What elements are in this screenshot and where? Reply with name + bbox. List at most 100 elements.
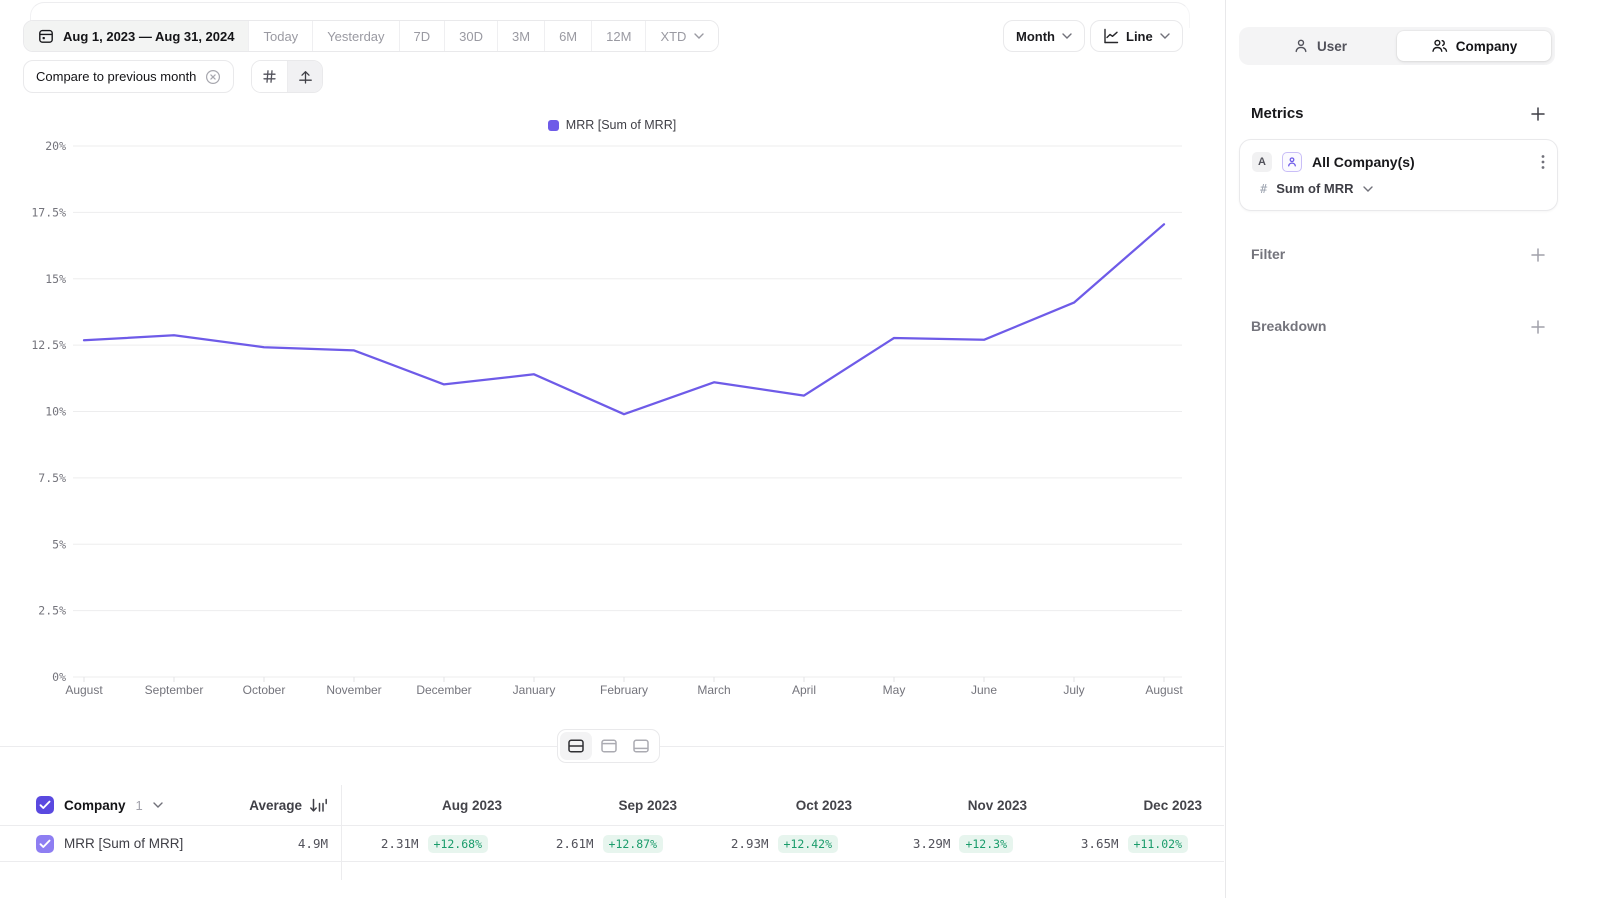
select-all-checkbox[interactable] xyxy=(36,796,54,814)
toolbar-secondary: Compare to previous month xyxy=(23,60,324,93)
svg-text:August: August xyxy=(1145,683,1183,697)
svg-text:August: August xyxy=(65,683,103,697)
svg-text:0%: 0% xyxy=(52,670,66,684)
cell-change-badge: +12.68% xyxy=(427,834,488,853)
preset-30d-button[interactable]: 30D xyxy=(445,21,499,51)
metric-card[interactable]: A All Company(s) # Sum of MRR xyxy=(1239,139,1558,211)
table-cell-dec-2023: 3.65M +11.02% xyxy=(1041,834,1216,853)
xtd-label: XTD xyxy=(660,28,687,44)
company-icon xyxy=(1431,38,1448,54)
chart-type-dropdown[interactable]: Line xyxy=(1090,20,1183,52)
preset-yesterday-button[interactable]: Yesterday xyxy=(313,21,400,51)
user-toggle-button[interactable]: User xyxy=(1243,31,1397,61)
svg-text:April: April xyxy=(792,683,816,697)
cell-change-badge: +12.3% xyxy=(959,834,1013,853)
chevron-down-icon xyxy=(1160,33,1170,39)
cell-value: 2.31M xyxy=(380,836,419,851)
chart-only-icon xyxy=(600,738,618,754)
table-cell-nov-2023: 3.29M +12.3% xyxy=(866,834,1041,853)
chevron-down-icon xyxy=(1062,33,1072,39)
calendar-icon xyxy=(38,28,54,44)
svg-text:17.5%: 17.5% xyxy=(31,205,66,219)
cell-change-badge: +12.87% xyxy=(602,834,663,853)
company-toggle-label: Company xyxy=(1455,38,1518,54)
layout-view-toggle xyxy=(557,729,660,763)
svg-text:10%: 10% xyxy=(45,405,66,419)
row-checkbox[interactable] xyxy=(36,834,54,853)
user-toggle-label: User xyxy=(1316,38,1348,54)
table-only-view-button[interactable] xyxy=(625,732,657,760)
date-range-label: Aug 1, 2023 — Aug 31, 2024 xyxy=(63,28,235,44)
absolute-values-button[interactable] xyxy=(252,61,288,92)
metric-name: All Company(s) xyxy=(1312,154,1415,170)
chart-type-label: Line xyxy=(1126,28,1153,44)
arrow-up-from-line-icon xyxy=(297,68,314,85)
metric-series-badge: A xyxy=(1252,152,1272,172)
sort-icon[interactable] xyxy=(309,798,328,813)
table-cell-sep-2023: 2.61M +12.87% xyxy=(516,834,691,853)
breakdown-heading: Breakdown xyxy=(1251,318,1327,334)
svg-text:May: May xyxy=(883,683,906,697)
hash-icon xyxy=(261,68,278,85)
preset-7d-button[interactable]: 7D xyxy=(399,21,446,51)
table-cell-aug-2023: 2.31M +12.68% xyxy=(341,834,516,853)
table-row-first-cell: MRR [Sum of MRR] 4.9M xyxy=(0,826,341,861)
cell-value: 3.65M xyxy=(1080,836,1119,851)
legend-swatch xyxy=(547,119,559,131)
date-range-button[interactable]: Aug 1, 2023 — Aug 31, 2024 xyxy=(24,21,250,51)
compare-chip[interactable]: Compare to previous month xyxy=(23,60,235,93)
split-view-button[interactable] xyxy=(560,732,592,760)
metric-options-button[interactable] xyxy=(1541,154,1545,170)
cell-value: 2.93M xyxy=(730,836,769,851)
aggregation-selector[interactable]: # Sum of MRR xyxy=(1252,181,1545,196)
average-column-label: Average xyxy=(249,797,302,813)
preset-6m-button[interactable]: 6M xyxy=(545,21,593,51)
svg-text:June: June xyxy=(971,683,997,697)
svg-text:12.5%: 12.5% xyxy=(31,338,66,352)
add-breakdown-button[interactable] xyxy=(1527,316,1549,338)
remove-compare-icon[interactable] xyxy=(205,69,221,85)
svg-text:15%: 15% xyxy=(45,272,66,286)
legend-label: MRR [Sum of MRR] xyxy=(565,118,677,132)
granularity-dropdown[interactable]: Month xyxy=(1003,20,1085,52)
line-chart-icon xyxy=(1103,28,1119,44)
table-header-first-cell: Company 1 Average xyxy=(0,785,341,825)
column-header-nov-2023: Nov 2023 xyxy=(967,797,1027,813)
add-filter-button[interactable] xyxy=(1527,244,1549,266)
metric-row-average: 4.9M xyxy=(297,836,328,851)
date-range-control: Aug 1, 2023 — Aug 31, 2024 Today Yesterda… xyxy=(23,20,720,52)
metric-row-name: MRR [Sum of MRR] xyxy=(64,836,184,851)
table-only-icon xyxy=(632,738,650,754)
preset-xtd-button[interactable]: XTD xyxy=(646,21,719,51)
chevron-down-icon[interactable] xyxy=(153,802,163,808)
column-header-aug-2023: Aug 2023 xyxy=(441,797,502,813)
preset-today-button[interactable]: Today xyxy=(249,21,314,51)
preset-12m-button[interactable]: 12M xyxy=(592,21,647,51)
cell-change-badge: +11.02% xyxy=(1127,834,1188,853)
chart-only-view-button[interactable] xyxy=(593,732,625,760)
growth-values-button[interactable] xyxy=(287,61,323,92)
company-toggle-button[interactable]: Company xyxy=(1397,31,1551,61)
preset-3m-button[interactable]: 3M xyxy=(498,21,546,51)
entity-column-label: Company xyxy=(64,797,126,813)
company-metric-icon xyxy=(1282,152,1302,172)
svg-text:7.5%: 7.5% xyxy=(38,471,66,485)
summary-table: Company 1 Average Aug 2023 Sep 2023 Oct 2 xyxy=(0,785,1224,862)
column-header-sep-2023: Sep 2023 xyxy=(618,797,677,813)
svg-text:March: March xyxy=(697,683,730,697)
number-type-icon: # xyxy=(1260,181,1268,196)
table-row[interactable]: MRR [Sum of MRR] 4.9M 2.31M +12.68% 2.61M +… xyxy=(0,826,1224,862)
entity-count: 1 xyxy=(135,797,143,813)
mrr-growth-line-chart[interactable]: 0% 2.5% 5% 7.5% 10% 12.5% 15% 17.5% 20% August Sep… xyxy=(0,140,1224,706)
chevron-down-icon xyxy=(694,33,705,39)
add-metric-button[interactable] xyxy=(1527,103,1549,125)
value-display-toggle xyxy=(251,60,324,93)
chart-legend: MRR [Sum of MRR] xyxy=(0,118,1224,132)
column-header-oct-2023: Oct 2023 xyxy=(795,797,852,813)
svg-text:July: July xyxy=(1063,683,1084,697)
svg-text:October: October xyxy=(243,683,286,697)
filter-heading: Filter xyxy=(1251,246,1286,262)
chevron-down-icon xyxy=(1362,185,1373,192)
cell-value: 3.29M xyxy=(912,836,951,851)
